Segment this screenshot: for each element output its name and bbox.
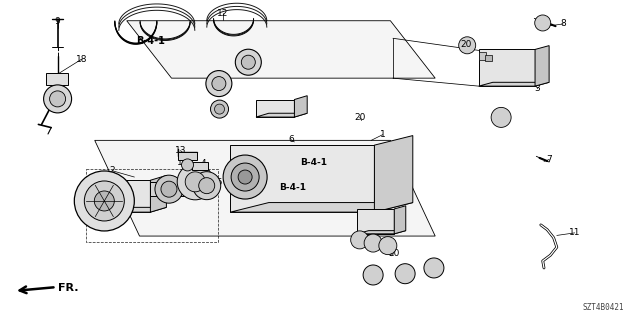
Text: SZT4B0421: SZT4B0421 <box>582 303 624 312</box>
Circle shape <box>238 170 252 184</box>
Polygon shape <box>374 136 413 212</box>
Text: B-4-1: B-4-1 <box>300 158 327 167</box>
Text: 8: 8 <box>561 19 566 28</box>
Circle shape <box>44 85 72 113</box>
Circle shape <box>94 191 115 211</box>
Text: 21: 21 <box>399 270 411 279</box>
Circle shape <box>231 163 259 191</box>
Circle shape <box>364 234 382 252</box>
Circle shape <box>155 175 183 203</box>
Polygon shape <box>535 46 549 86</box>
Circle shape <box>211 100 228 118</box>
Text: 9: 9 <box>55 17 60 26</box>
Polygon shape <box>230 145 374 212</box>
Text: 16: 16 <box>196 182 207 191</box>
Polygon shape <box>230 203 413 212</box>
Text: 18: 18 <box>76 55 88 63</box>
Circle shape <box>50 91 65 107</box>
Circle shape <box>351 231 369 249</box>
Bar <box>46 73 68 85</box>
Circle shape <box>161 181 177 197</box>
Text: 20: 20 <box>460 40 472 48</box>
Text: 22: 22 <box>215 104 227 113</box>
Text: 21: 21 <box>428 263 440 272</box>
Circle shape <box>223 155 267 199</box>
Text: 7: 7 <box>547 155 552 164</box>
Circle shape <box>182 159 193 171</box>
Text: 4: 4 <box>201 159 206 168</box>
Circle shape <box>212 77 226 91</box>
Text: B-4-1: B-4-1 <box>280 183 307 192</box>
Circle shape <box>193 172 221 200</box>
Text: 19: 19 <box>212 77 223 86</box>
Bar <box>479 52 486 60</box>
Polygon shape <box>93 180 150 212</box>
Text: 17: 17 <box>177 158 188 167</box>
Circle shape <box>241 55 255 69</box>
Circle shape <box>395 264 415 284</box>
Circle shape <box>491 108 511 127</box>
Circle shape <box>459 37 476 54</box>
Circle shape <box>236 49 261 75</box>
Polygon shape <box>256 100 294 117</box>
Text: 21: 21 <box>367 271 379 280</box>
Polygon shape <box>93 207 166 212</box>
Circle shape <box>84 181 124 221</box>
Polygon shape <box>150 175 166 212</box>
Circle shape <box>535 15 550 31</box>
Polygon shape <box>394 206 406 234</box>
Text: 5: 5 <box>100 187 105 196</box>
Text: 1: 1 <box>380 130 385 139</box>
Circle shape <box>214 104 225 114</box>
Text: 15: 15 <box>212 178 223 187</box>
Circle shape <box>424 258 444 278</box>
Bar <box>150 182 186 196</box>
Polygon shape <box>479 49 535 86</box>
Circle shape <box>185 172 205 192</box>
Text: 20: 20 <box>388 249 399 258</box>
Text: 13: 13 <box>175 146 186 155</box>
Polygon shape <box>95 140 435 236</box>
Polygon shape <box>357 209 394 234</box>
Polygon shape <box>479 82 549 86</box>
Circle shape <box>74 171 134 231</box>
Bar <box>178 152 197 160</box>
Text: 2: 2 <box>109 166 115 175</box>
Text: 3: 3 <box>535 84 540 93</box>
Polygon shape <box>127 21 435 78</box>
Circle shape <box>379 237 397 255</box>
Circle shape <box>363 265 383 285</box>
Text: 14: 14 <box>47 99 58 108</box>
Circle shape <box>199 178 215 194</box>
Text: B-4-1: B-4-1 <box>136 36 165 46</box>
Polygon shape <box>294 96 307 117</box>
Bar <box>192 162 208 170</box>
Bar <box>485 55 492 61</box>
Text: 12: 12 <box>217 9 228 18</box>
Text: 10: 10 <box>393 213 404 222</box>
Text: 20: 20 <box>358 236 369 245</box>
Text: FR.: FR. <box>58 283 78 293</box>
Polygon shape <box>357 231 406 234</box>
Text: 19: 19 <box>244 53 255 62</box>
Text: 11: 11 <box>569 228 580 237</box>
Circle shape <box>206 70 232 97</box>
Text: 20: 20 <box>354 113 365 122</box>
Text: 6: 6 <box>289 135 294 144</box>
Circle shape <box>177 164 213 200</box>
Polygon shape <box>256 113 307 117</box>
